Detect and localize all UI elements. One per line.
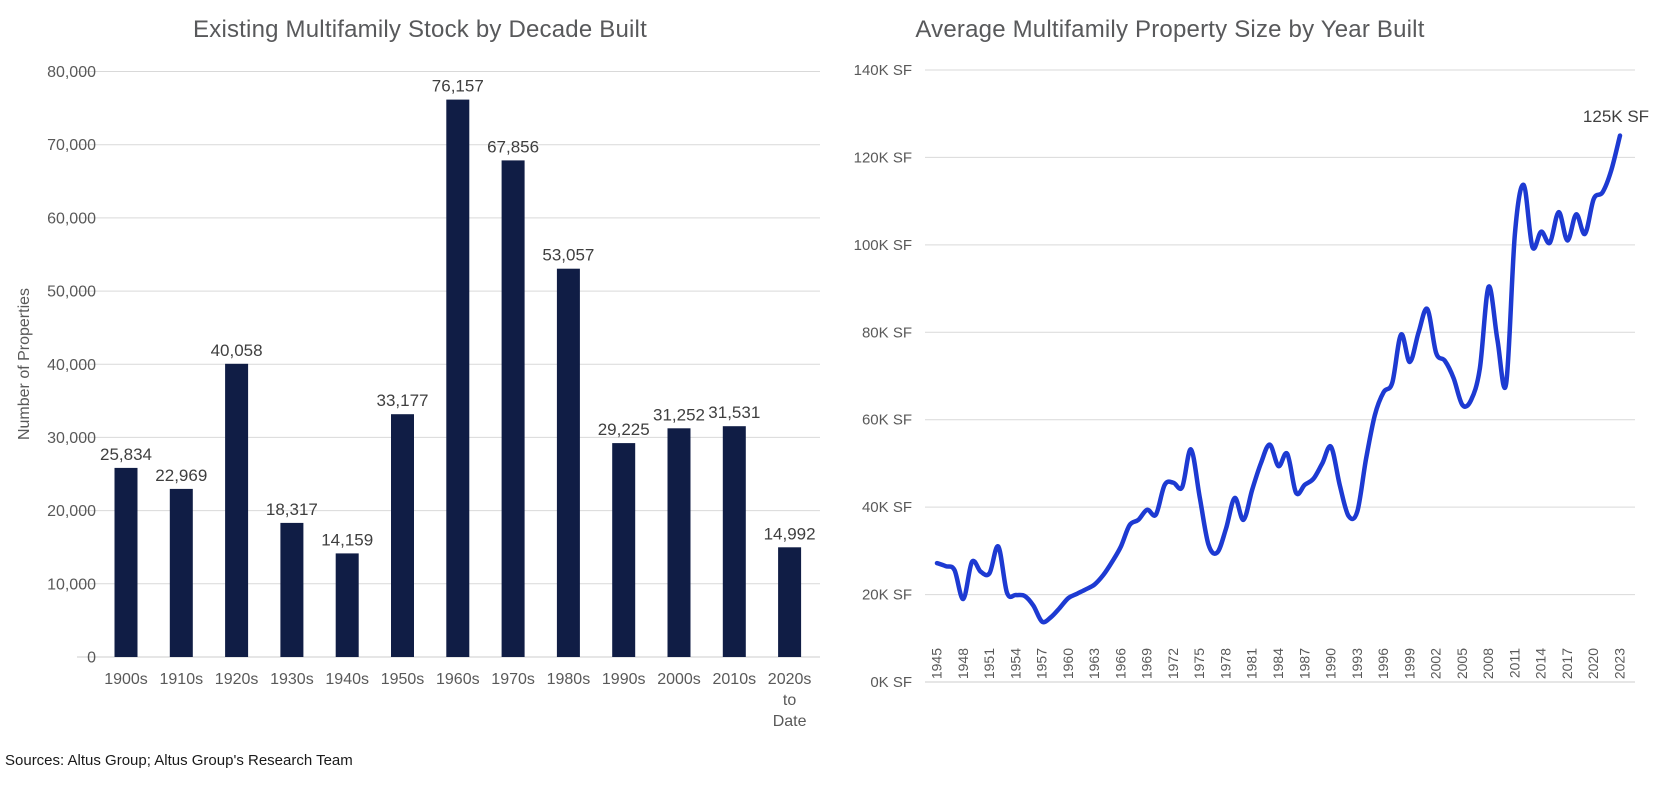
bar-chart-plot: 0 10,000 20,000 30,000 40,000 50,000 60,000 70,… (47, 64, 820, 730)
y-tick-label: 20,000 (47, 503, 96, 520)
x-tick-label: 2014 (1533, 648, 1549, 679)
x-tick-label: 2010s (713, 671, 757, 688)
y-tick-label: 80,000 (47, 64, 96, 81)
bar (612, 443, 636, 657)
bar-value-label: 33,177 (377, 391, 429, 410)
y-tick-label: 60,000 (47, 210, 96, 227)
bar-value-label: 31,252 (653, 405, 705, 424)
x-tick-label: 1984 (1270, 648, 1286, 679)
bar (446, 99, 470, 658)
x-tick-label: 2011 (1506, 648, 1522, 678)
bar-chart-section: Existing Multifamily Stock by Decade Bui… (0, 0, 840, 750)
bar (225, 363, 249, 657)
x-tick-label: 1954 (1007, 648, 1023, 679)
bar (501, 160, 525, 657)
bar (335, 553, 359, 657)
bar (280, 522, 304, 657)
x-tick-label: 1948 (955, 648, 971, 679)
x-tick-label: 1980s (547, 671, 591, 688)
x-tick-label: 2005 (1454, 648, 1470, 679)
y-tick-label: 120K SF (854, 149, 912, 166)
x-tick-label: 1920s (215, 671, 259, 688)
y-tick-label: 100K SF (854, 237, 912, 254)
bar-value-label: 29,225 (598, 420, 650, 439)
x-tick-label: 2002 (1428, 648, 1444, 679)
x-tick-label: 1981 (1244, 648, 1260, 679)
x-tick-label: 1966 (1112, 648, 1128, 679)
bar-value-label: 25,834 (100, 445, 152, 464)
bar (391, 414, 414, 657)
y-tick-label: 0K SF (870, 674, 912, 691)
x-tick-label: 2008 (1480, 648, 1496, 679)
x-tick-label: 1930s (270, 671, 314, 688)
x-tick-label: 1978 (1217, 648, 1233, 679)
y-tick-label: 140K SF (854, 62, 912, 79)
y-tick-label: 20K SF (862, 587, 912, 604)
x-tick-label: 1910s (160, 671, 204, 688)
x-tick-label: Date (773, 713, 807, 730)
line-chart-section: Average Multifamily Property Size by Yea… (840, 0, 1675, 750)
x-tick-label: to (783, 692, 796, 709)
x-tick-label: 1999 (1401, 648, 1417, 679)
x-tick-label: 2020s (768, 671, 812, 688)
x-tick-label: 1945 (929, 648, 945, 679)
x-tick-label: 1990 (1323, 648, 1339, 679)
x-tick-label: 1990s (602, 671, 646, 688)
x-tick-label: 1993 (1349, 648, 1365, 679)
bar (778, 547, 802, 657)
y-tick-label: 10,000 (47, 576, 96, 593)
bar (667, 428, 691, 657)
y-tick-label: 60K SF (862, 412, 912, 429)
y-tick-label: 40,000 (47, 357, 96, 374)
end-point-annotation: 125K SF (1583, 107, 1649, 126)
x-tick-label: 1960 (1060, 648, 1076, 679)
bar (556, 268, 580, 657)
x-tick-label: 1996 (1375, 648, 1391, 679)
x-tick-label: 1900s (104, 671, 148, 688)
bar-value-label: 18,317 (266, 500, 318, 519)
line-chart-plot: 0K SF 20K SF 40K SF 60K SF 80K SF 100K SF 120K… (854, 62, 1649, 691)
x-tick-label: 1987 (1296, 648, 1312, 679)
bar-value-label: 14,992 (764, 524, 816, 543)
y-tick-label: 0 (87, 650, 96, 667)
bar (169, 488, 193, 657)
bar-value-label: 31,531 (708, 403, 760, 422)
y-tick-label: 80K SF (862, 324, 912, 341)
y-tick-label: 50,000 (47, 284, 96, 301)
x-tick-label: 1975 (1191, 648, 1207, 679)
bar-value-label: 67,856 (487, 137, 539, 156)
sources-note: Sources: Altus Group; Altus Group's Rese… (5, 752, 353, 769)
x-tick-label: 2020 (1585, 648, 1601, 679)
bar-value-label: 40,058 (211, 341, 263, 360)
x-tick-label: 1951 (981, 648, 997, 679)
x-tick-label: 2023 (1612, 648, 1628, 679)
bar-chart-title: Existing Multifamily Stock by Decade Bui… (193, 16, 647, 43)
bar-value-label: 22,969 (155, 466, 207, 485)
y-tick-label: 40K SF (862, 499, 912, 516)
bar-value-label: 53,057 (542, 246, 594, 265)
trend-line (934, 133, 1623, 625)
x-tick-label: 1963 (1086, 648, 1102, 679)
x-tick-label: 1969 (1139, 648, 1155, 679)
bar (114, 467, 138, 657)
x-tick-label: 1960s (436, 671, 480, 688)
bar (722, 426, 746, 657)
x-tick-label: 1972 (1165, 648, 1181, 679)
line-chart-title: Average Multifamily Property Size by Yea… (915, 16, 1425, 43)
bar-value-label: 76,157 (432, 77, 484, 96)
x-tick-label: 1950s (381, 671, 425, 688)
x-tick-label: 2017 (1559, 648, 1575, 679)
x-tick-label: 2000s (657, 671, 701, 688)
x-tick-label: 1957 (1034, 648, 1050, 679)
y-tick-label: 30,000 (47, 430, 96, 447)
bar-value-label: 14,159 (321, 530, 373, 549)
x-tick-label: 1970s (491, 671, 535, 688)
y-tick-label: 70,000 (47, 137, 96, 154)
x-tick-label: 1940s (325, 671, 369, 688)
